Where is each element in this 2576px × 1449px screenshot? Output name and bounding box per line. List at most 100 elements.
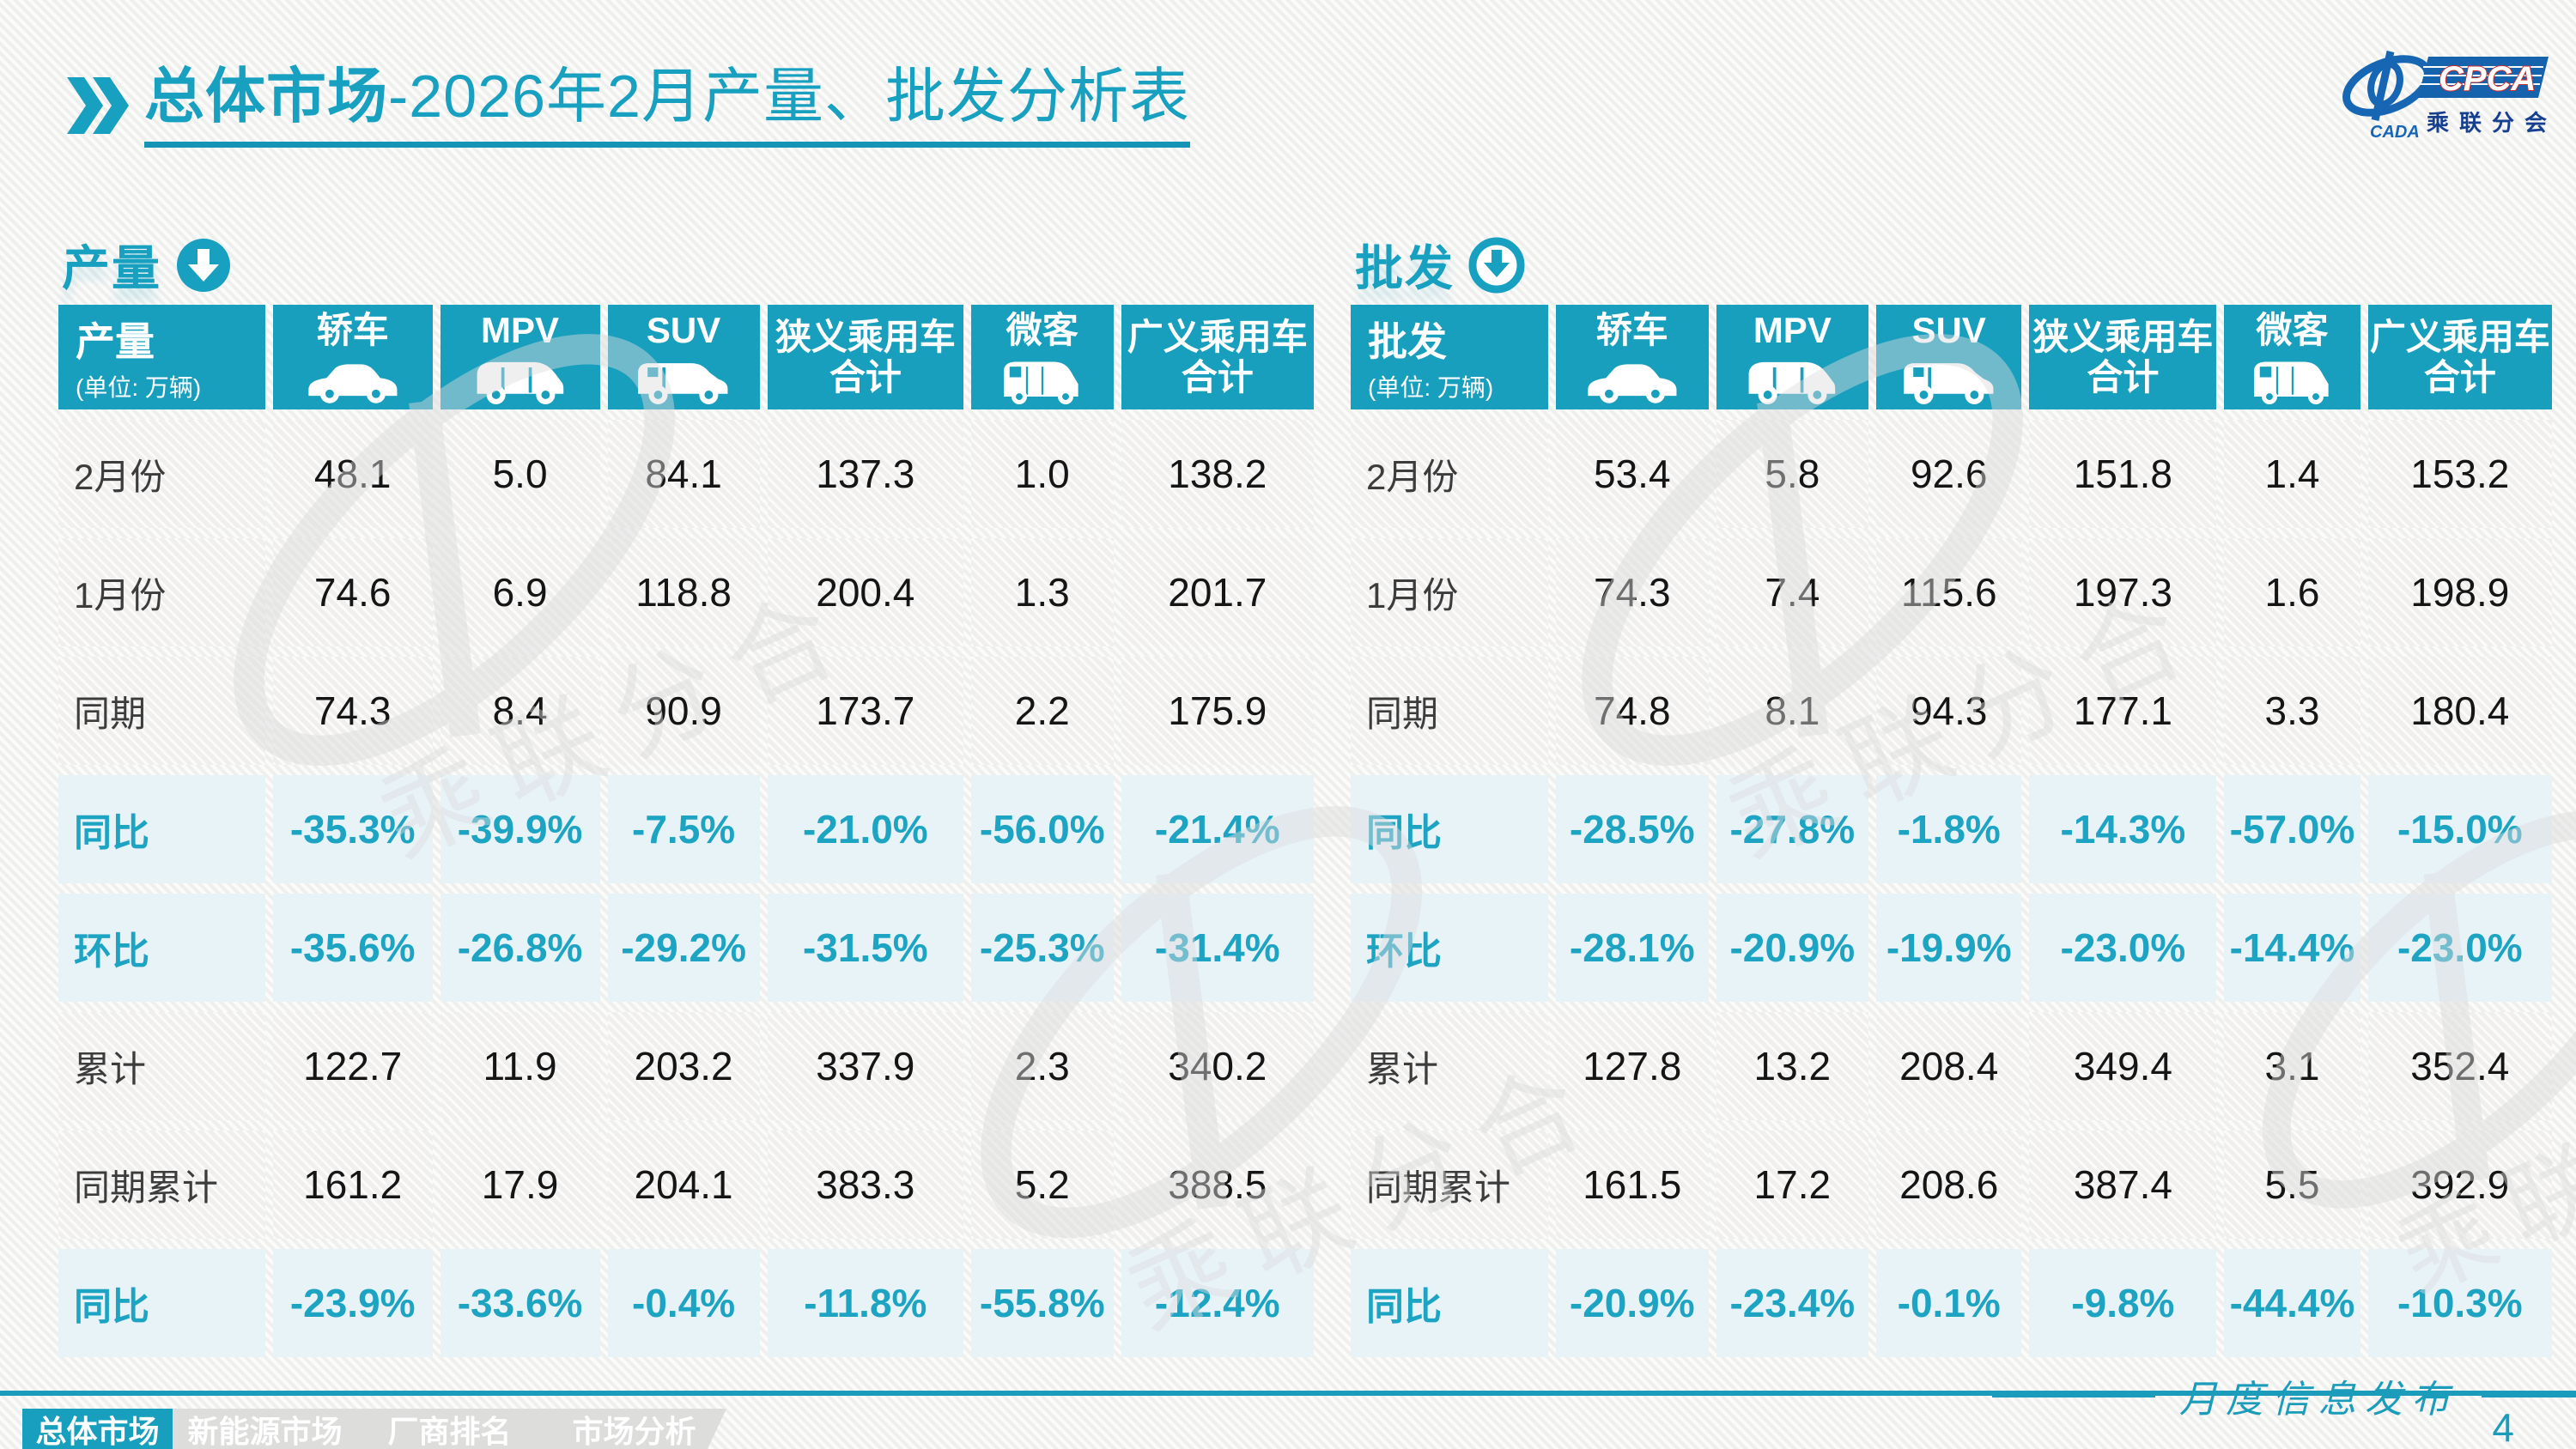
percent-cell: -28.5% <box>1555 775 1709 883</box>
down-arrow-filled-circle-icon <box>177 238 230 292</box>
value-cell: 208.6 <box>1876 1131 2022 1239</box>
row-label: 环比 <box>58 894 265 1002</box>
percent-cell: -23.9% <box>272 1249 433 1357</box>
wholesale-table: 批发 (单位: 万辆) 轿车 MPV SUV 狭义乘用车合计 微客 广义乘用车合计 2月份 53.… <box>1351 305 2552 1357</box>
percent-cell: -28.1% <box>1555 894 1709 1002</box>
percent-cell: -35.3% <box>272 775 433 883</box>
sedan-car-icon <box>1582 356 1683 404</box>
column-header-label: 广义乘用车合计 <box>2369 316 2550 397</box>
row-label: 1月份 <box>58 538 265 646</box>
percent-cell: -31.5% <box>767 894 963 1002</box>
column-header-label: 狭义乘用车合计 <box>2032 316 2214 397</box>
row-label: 环比 <box>1351 894 1548 1002</box>
value-cell: 198.9 <box>2367 538 2552 646</box>
value-cell: 177.1 <box>2029 657 2217 765</box>
percent-cell: -0.4% <box>607 1249 760 1357</box>
svg-text:乘联分会: 乘联分会 <box>2426 110 2552 136</box>
production-table: 产量 (单位: 万辆) 轿车 MPV SUV 狭义乘用车合计 微客 广义乘用车合计 2月份 48.… <box>58 305 1314 1357</box>
table-header-unit-label: (单位: 万辆) <box>1368 374 1494 401</box>
percent-cell: -39.9% <box>440 775 600 883</box>
percent-cell: -9.8% <box>2029 1249 2217 1357</box>
microvan-icon <box>996 356 1089 404</box>
footer-line-left <box>1992 1394 2155 1397</box>
value-cell: 3.3 <box>2224 657 2360 765</box>
row-label: 2月份 <box>1351 420 1548 528</box>
column-header-label: MPV <box>481 310 560 351</box>
percent-cell: -20.9% <box>1555 1249 1709 1357</box>
value-cell: 208.4 <box>1876 1012 2022 1120</box>
value-cell: 5.0 <box>440 420 600 528</box>
value-cell: 115.6 <box>1876 538 2022 646</box>
percent-cell: -29.2% <box>607 894 760 1002</box>
value-cell: 74.3 <box>272 657 433 765</box>
percent-cell: -19.9% <box>1876 894 2022 1002</box>
value-cell: 118.8 <box>607 538 760 646</box>
value-cell: 180.4 <box>2367 657 2552 765</box>
section-production: 产量 <box>62 230 232 300</box>
percent-cell: -23.0% <box>2367 894 2552 1002</box>
value-cell: 1.0 <box>970 420 1114 528</box>
column-header-label: 轿车 <box>1595 310 1668 351</box>
nav-tab-oem-ranking[interactable]: 厂商排名 <box>357 1409 542 1449</box>
section-production-label: 产量 <box>62 241 161 295</box>
value-cell: 17.2 <box>1716 1131 1869 1239</box>
percent-cell: -20.9% <box>1716 894 1869 1002</box>
column-header-label: 狭义乘用车合计 <box>775 316 956 397</box>
column-header-label: 轿车 <box>316 310 389 351</box>
column-header: SUV <box>607 305 760 409</box>
value-cell: 74.3 <box>1555 538 1709 646</box>
sedan-car-icon <box>302 356 404 404</box>
value-cell: 203.2 <box>607 1012 760 1120</box>
nav-tab-overall-market[interactable]: 总体市场 <box>22 1409 173 1449</box>
double-chevron-icon <box>67 77 129 134</box>
nav-tab-nev-market[interactable]: 新能源市场 <box>173 1409 357 1449</box>
value-cell: 17.9 <box>440 1131 600 1239</box>
value-cell: 201.7 <box>1121 538 1314 646</box>
column-header-label: 广义乘用车合计 <box>1127 316 1308 397</box>
percent-cell: -1.8% <box>1876 775 2022 883</box>
svg-text:CPCA: CPCA <box>2439 60 2536 98</box>
suv-car-icon <box>633 356 734 404</box>
value-cell: 153.2 <box>2367 420 2552 528</box>
table-header-section: 产量 (单位: 万辆) <box>58 305 265 409</box>
value-cell: 337.9 <box>767 1012 963 1120</box>
value-cell: 84.1 <box>607 420 760 528</box>
value-cell: 173.7 <box>767 657 963 765</box>
value-cell: 5.2 <box>970 1131 1114 1239</box>
percent-cell: -7.5% <box>607 775 760 883</box>
column-header-label: SUV <box>646 310 721 351</box>
column-header-label: MPV <box>1753 310 1832 351</box>
column-header: 微客 <box>2224 305 2360 409</box>
column-header: 广义乘用车合计 <box>2367 305 2552 409</box>
value-cell: 53.4 <box>1555 420 1709 528</box>
column-header-label: 微客 <box>2256 310 2329 351</box>
column-header-label: 微客 <box>1005 310 1078 351</box>
value-cell: 122.7 <box>272 1012 433 1120</box>
percent-cell: -33.6% <box>440 1249 600 1357</box>
bottom-nav: 总体市场 新能源市场 厂商排名 市场分析 <box>22 1409 726 1449</box>
value-cell: 200.4 <box>767 538 963 646</box>
column-header: 微客 <box>970 305 1114 409</box>
value-cell: 127.8 <box>1555 1012 1709 1120</box>
title-bold: 总体市场 <box>144 63 388 130</box>
value-cell: 175.9 <box>1121 657 1314 765</box>
footer-caption-row: 月度信息发布 <box>1992 1372 2576 1422</box>
page-number: 4 <box>2492 1405 2514 1449</box>
value-cell: 1.6 <box>2224 538 2360 646</box>
percent-cell: -35.6% <box>272 894 433 1002</box>
cada-swoosh-icon <box>2342 51 2432 121</box>
value-cell: 151.8 <box>2029 420 2217 528</box>
column-header: MPV <box>440 305 600 409</box>
percent-cell: -11.8% <box>767 1249 963 1357</box>
value-cell: 5.5 <box>2224 1131 2360 1239</box>
column-header: 轿车 <box>272 305 433 409</box>
value-cell: 137.3 <box>767 420 963 528</box>
value-cell: 94.3 <box>1876 657 2022 765</box>
column-header-label: SUV <box>1911 310 1986 351</box>
value-cell: 5.8 <box>1716 420 1869 528</box>
percent-cell: -57.0% <box>2224 775 2360 883</box>
nav-tab-market-analysis[interactable]: 市场分析 <box>542 1409 726 1449</box>
row-label: 同比 <box>1351 1249 1548 1357</box>
footer-caption: 月度信息发布 <box>2179 1378 2458 1422</box>
page-title-text: 总体市场-2026年2月产量、批发分析表 <box>144 62 1190 148</box>
